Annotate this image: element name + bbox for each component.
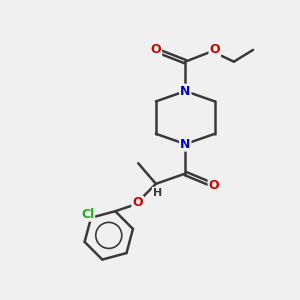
Text: N: N <box>180 138 190 151</box>
Text: O: O <box>208 179 219 192</box>
Text: O: O <box>132 196 143 209</box>
Text: O: O <box>209 44 220 56</box>
Text: Cl: Cl <box>81 208 94 221</box>
Text: O: O <box>151 44 161 56</box>
Text: H: H <box>153 188 162 198</box>
Text: N: N <box>180 85 190 98</box>
